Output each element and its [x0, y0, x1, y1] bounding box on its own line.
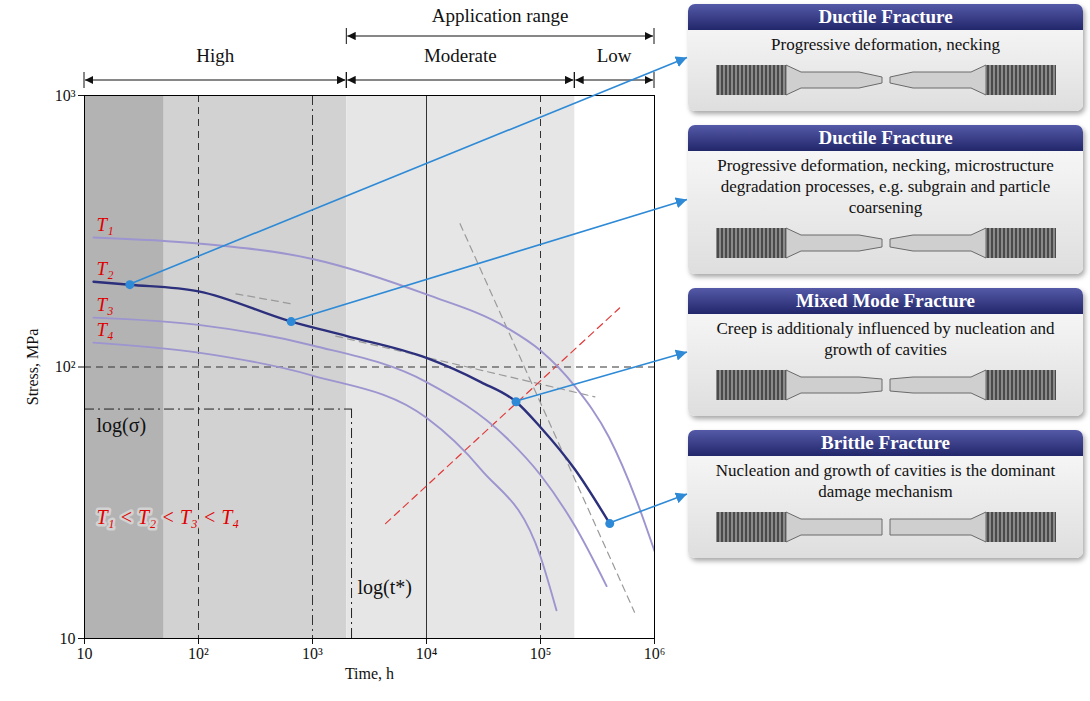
html-text:Nucleation and growth of cavit: Nucleation and growth of cavities is the…	[715, 461, 1056, 501]
html-text:Progressive deformation, necki: Progressive deformation, necking	[771, 35, 1000, 54]
html-text:Progressive deformation, necki: Progressive deformation, necking, micros…	[717, 156, 1054, 217]
svg-text:T₃: T₃	[97, 294, 114, 315]
svg-text:10²: 10²	[55, 358, 76, 375]
html-text:Ductile Fracture: Ductile Fracture	[818, 127, 953, 148]
svg-text:log(σ): log(σ)	[97, 414, 147, 437]
html-text:Mixed Mode Fracture: Mixed Mode Fracture	[796, 290, 975, 311]
svg-text:10³: 10³	[55, 87, 76, 104]
svg-text:10²: 10²	[188, 645, 209, 662]
svg-text:T₄: T₄	[97, 319, 114, 340]
svg-text:High: High	[196, 45, 235, 66]
svg-text:Time, h: Time, h	[345, 665, 394, 682]
svg-text:Moderate: Moderate	[424, 45, 497, 66]
svg-text:10³: 10³	[302, 645, 323, 662]
html-text:Ductile Fracture: Ductile Fracture	[818, 6, 953, 27]
svg-text:T₁: T₁	[97, 214, 114, 235]
svg-text:10: 10	[77, 645, 93, 662]
svg-text:Application range: Application range	[432, 5, 569, 26]
svg-text:T₂: T₂	[97, 258, 115, 279]
svg-text:10: 10	[60, 630, 76, 647]
html-text:Brittle Fracture: Brittle Fracture	[821, 432, 950, 453]
svg-text:10⁴: 10⁴	[416, 645, 438, 662]
svg-text:Stress, MPa: Stress, MPa	[24, 329, 41, 405]
svg-text:log(t*): log(t*)	[358, 576, 412, 599]
svg-text:Low: Low	[597, 45, 632, 66]
svg-text:10⁶: 10⁶	[644, 645, 666, 662]
svg-text:10⁵: 10⁵	[530, 645, 552, 662]
svg-text:T₁ < T₂ < T₃ < T₄: T₁ < T₂ < T₃ < T₄	[97, 506, 240, 528]
html-text:Creep is additionaly influence: Creep is additionaly influenced by nucle…	[716, 319, 1055, 359]
